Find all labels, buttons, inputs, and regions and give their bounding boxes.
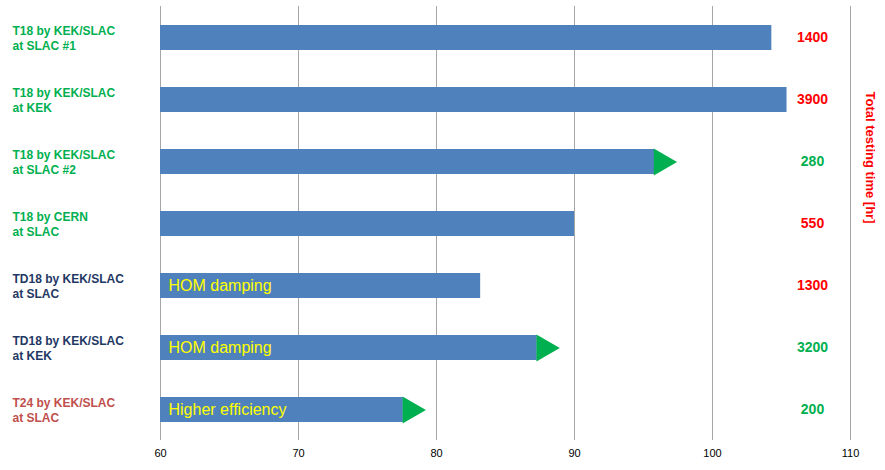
svg-text:60: 60 — [154, 447, 166, 459]
svg-text:Total testing time [hr]: Total testing time [hr] — [863, 92, 878, 224]
svg-text:110: 110 — [842, 447, 860, 459]
svg-text:3900: 3900 — [797, 91, 828, 107]
svg-text:1300: 1300 — [797, 277, 828, 293]
svg-text:200: 200 — [801, 401, 825, 417]
svg-text:100: 100 — [703, 447, 721, 459]
svg-text:T18 by CERNat SLAC: T18 by CERNat SLAC — [13, 210, 88, 239]
svg-text:280: 280 — [801, 153, 825, 169]
svg-text:HOM damping: HOM damping — [169, 339, 272, 356]
svg-text:T18 by KEK/SLACat SLAC #2: T18 by KEK/SLACat SLAC #2 — [13, 148, 116, 177]
svg-text:3200: 3200 — [797, 339, 828, 355]
svg-text:80: 80 — [430, 447, 442, 459]
svg-text:T24 by KEK/SLACat SLAC: T24 by KEK/SLACat SLAC — [13, 396, 116, 425]
svg-text:TD18 by KEK/SLACat KEK: TD18 by KEK/SLACat KEK — [13, 334, 125, 363]
svg-text:TD18 by KEK/SLACat SLAC: TD18 by KEK/SLACat SLAC — [13, 272, 125, 301]
svg-text:70: 70 — [292, 447, 304, 459]
svg-text:550: 550 — [801, 215, 825, 231]
svg-text:T18 by KEK/SLACat KEK: T18 by KEK/SLACat KEK — [13, 86, 116, 115]
svg-text:HOM damping: HOM damping — [169, 277, 272, 294]
svg-text:T18 by KEK/SLACat SLAC #1: T18 by KEK/SLACat SLAC #1 — [13, 24, 116, 53]
svg-text:90: 90 — [568, 447, 580, 459]
svg-text:1400: 1400 — [797, 29, 828, 45]
svg-text:Higher efficiency: Higher efficiency — [169, 401, 287, 418]
